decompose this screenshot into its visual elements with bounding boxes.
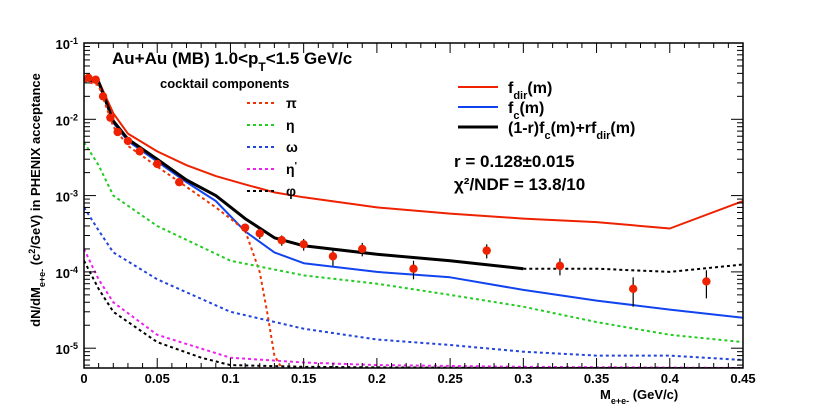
series-line-4	[84, 79, 283, 368]
data-point-4	[113, 127, 122, 137]
chart-title: Au+Au (MB) 1.0<pT<1.5 GeV/c	[112, 49, 352, 74]
x-tick-label: 0.45	[730, 371, 755, 386]
data-point-6	[135, 147, 144, 156]
data-point-7	[153, 159, 162, 169]
annotation-0: r = 0.128±0.015	[454, 152, 574, 171]
text-layer: 0 0.05 0.1 0.15 0.2 0.25 0.3 0.35 0.4 0.45 10-1 10-…	[27, 36, 756, 406]
data-point-1	[91, 75, 100, 84]
y-tick-label: 10-4	[56, 265, 78, 281]
annotation-1: χ²/NDF = 13.8/10	[454, 175, 585, 194]
data-point-12	[299, 240, 308, 249]
axes	[83, 42, 744, 369]
data-point-0	[84, 73, 93, 82]
series-line-2	[84, 77, 524, 271]
legend-label-2: ω	[286, 139, 298, 155]
x-tick-label: 0.15	[291, 371, 316, 386]
data-point-16	[482, 246, 491, 255]
data-point-11	[277, 236, 286, 245]
data-point-14	[358, 244, 367, 254]
x-axis-label: Me+e- (GeV/c)	[600, 387, 678, 406]
x-tick-label: 0.25	[437, 371, 462, 386]
x-tick-label: 0.4	[661, 371, 680, 386]
data-point-5	[123, 136, 133, 146]
x-tick-label: 0.1	[221, 371, 239, 386]
data-point-19	[702, 277, 711, 286]
data-point-8	[174, 177, 184, 187]
plot-frame	[83, 42, 744, 369]
series-line-6	[84, 206, 743, 361]
data-point-17	[555, 261, 565, 271]
legend-label-0: π	[286, 95, 297, 111]
x-tick-label: 0.3	[514, 371, 532, 386]
data-point-3	[106, 113, 115, 122]
x-tick-label: 0	[80, 371, 87, 386]
y-tick-label: 10-2	[56, 112, 78, 128]
x-tick-label: 0.05	[145, 371, 170, 386]
legend-label-3: η'	[286, 161, 297, 178]
legend-label-4: φ	[286, 183, 296, 199]
data-points	[84, 73, 711, 307]
series-line-5	[84, 141, 743, 344]
y-tick-label: 10-5	[56, 341, 78, 357]
x-tick-label: 0.35	[584, 371, 609, 386]
legend-right-label-1: fc(m)	[508, 100, 544, 122]
legend-cocktail-title: cocktail components	[160, 76, 289, 91]
series-line-0	[84, 76, 743, 230]
legend-right-label-0: fdir(m)	[508, 80, 552, 102]
x-tick-label: 0.2	[368, 371, 386, 386]
data-point-2	[98, 92, 108, 101]
y-tick-label: 10-1	[56, 36, 78, 52]
data-point-9	[240, 223, 250, 232]
data-point-10	[255, 229, 264, 238]
y-axis-label: dN/dMe+e- (c2/GeV) in PHENIX acceptance	[27, 73, 47, 327]
series-line-7	[84, 248, 743, 368]
data-point-18	[628, 284, 638, 294]
data-point-15	[409, 264, 418, 273]
legend-label-1: η	[286, 117, 295, 133]
y-tick-label: 10-3	[56, 189, 78, 205]
data-point-13	[328, 252, 338, 261]
legend-right-label-2: (1-r)fc(m)+rfdir(m)	[508, 120, 635, 142]
